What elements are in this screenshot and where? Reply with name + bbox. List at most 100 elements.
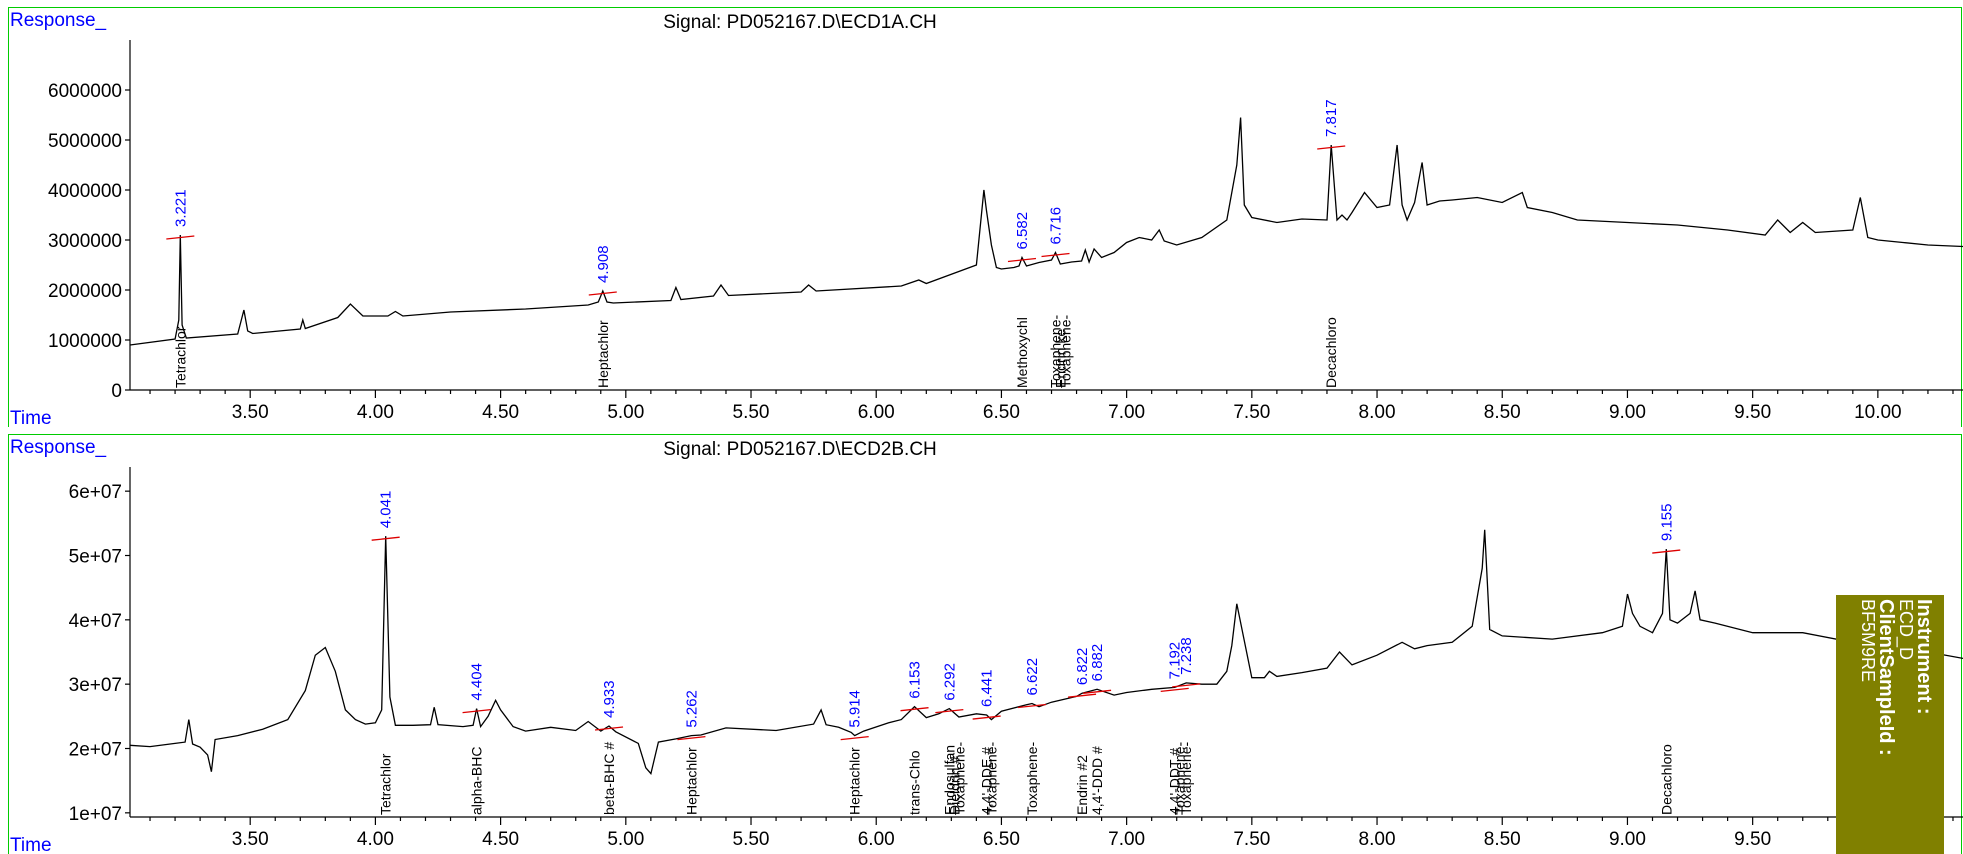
y-tick-label: 0 <box>111 381 122 402</box>
y-tick-label: 1000000 <box>48 331 122 352</box>
y-tick-label: 6e+07 <box>69 482 122 503</box>
instrument-label: Instrument : <box>1913 599 1935 715</box>
compound-label: Heptachlor <box>683 747 699 815</box>
retention-time-label: 6.582 <box>1014 212 1031 250</box>
panel-frame <box>8 7 1962 427</box>
retention-time-label: 6.292 <box>941 663 958 701</box>
x-tick-label: 7.50 <box>1233 829 1270 850</box>
integration-baseline <box>1083 689 1112 694</box>
compound-label: trans-Chlo <box>907 750 923 815</box>
x-tick-label: 10.00 <box>1854 402 1902 423</box>
retention-time-label: 7.238 <box>1178 637 1195 675</box>
compound-label: Toxaphene- <box>1048 314 1064 388</box>
chromatogram-svg: Signal: PD052167.D\ECD2B.CH Response_ Time… <box>8 434 1963 854</box>
x-tick-label: 3.50 <box>232 402 269 423</box>
x-tick-label: 9.00 <box>1609 829 1646 850</box>
x-tick-label: 4.50 <box>482 829 519 850</box>
x-tick-label: 7.50 <box>1233 402 1270 423</box>
retention-time-label: 5.914 <box>847 690 864 728</box>
retention-time-label: 6.622 <box>1024 658 1041 696</box>
x-tick-label: 6.00 <box>858 402 895 423</box>
y-axis-label: Response_ <box>10 437 107 458</box>
y-tick-label: 1e+07 <box>69 804 122 825</box>
compound-label: Tetrachlor <box>172 326 188 388</box>
x-tick-label: 4.00 <box>357 829 394 850</box>
chromatogram-panel-ecd1a: Signal: PD052167.D\ECD1A.CH Response_ Time… <box>8 7 1963 427</box>
x-tick-label: 5.50 <box>733 402 770 423</box>
chart-title: Signal: PD052167.D\ECD2B.CH <box>663 439 937 460</box>
integration-baseline <box>371 536 400 541</box>
integration-baseline <box>1067 693 1097 698</box>
retention-time-label: 7.192 <box>1167 642 1184 680</box>
compound-label: 4,4'-DDD # <box>1089 746 1105 815</box>
y-tick-label: 5e+07 <box>69 547 122 568</box>
compound-label: beta-BHC # <box>601 742 617 815</box>
x-tick-label: 7.00 <box>1108 402 1145 423</box>
x-tick-label: 4.50 <box>482 402 519 423</box>
x-tick-label: 9.50 <box>1734 402 1771 423</box>
signal-trace <box>129 117 1963 346</box>
integration-baseline <box>1007 257 1037 263</box>
integration-baseline <box>1317 145 1346 150</box>
x-tick-label: 9.00 <box>1609 402 1646 423</box>
integration-baseline <box>462 708 491 714</box>
compound-label: alpha-BHC <box>469 747 485 815</box>
integration-baseline <box>166 235 195 240</box>
chart-title: Signal: PD052167.D\ECD1A.CH <box>663 12 937 33</box>
compound-label: Decachloro <box>1658 744 1674 815</box>
y-axis-label: Response_ <box>10 10 107 31</box>
y-tick-label: 4000000 <box>48 181 122 202</box>
y-tick-label: 5000000 <box>48 131 122 152</box>
integration-baseline <box>1652 549 1681 554</box>
x-tick-label: 9.50 <box>1734 829 1771 850</box>
compound-label: Endrin #2 <box>1074 755 1090 815</box>
x-tick-label: 8.50 <box>1484 829 1521 850</box>
chromatogram-panel-ecd2b: Signal: PD052167.D\ECD2B.CH Response_ Time… <box>0 427 1963 854</box>
chromatogram-svg: Signal: PD052167.D\ECD1A.CH Response_ Time… <box>8 7 1963 427</box>
retention-time-label: 4.933 <box>601 680 618 718</box>
x-tick-label: 3.50 <box>232 829 269 850</box>
compound-label: Endrin ke <box>1053 329 1069 388</box>
compound-label: Toxaphene- <box>1178 741 1194 815</box>
compound-label: Methoxychl <box>1014 317 1030 388</box>
retention-time-label: 6.441 <box>979 669 996 707</box>
y-tick-label: 2000000 <box>48 281 122 302</box>
x-tick-label: 8.00 <box>1359 402 1396 423</box>
x-tick-label: 6.00 <box>858 829 895 850</box>
client-sample-value: BF5M9RE <box>1858 599 1878 682</box>
retention-time-label: 6.716 <box>1048 207 1065 245</box>
x-tick-label: 5.00 <box>607 829 644 850</box>
x-tick-label: 7.00 <box>1108 829 1145 850</box>
integration-baseline <box>1041 252 1070 258</box>
x-tick-label: 6.50 <box>983 402 1020 423</box>
x-tick-label: 4.00 <box>357 402 394 423</box>
signal-trace <box>129 529 1963 775</box>
integration-baseline <box>972 715 1001 720</box>
x-tick-label: 8.50 <box>1484 402 1521 423</box>
compound-label: Toxaphene- <box>1172 741 1188 815</box>
x-tick-label: 8.00 <box>1359 829 1396 850</box>
integration-baseline <box>677 735 706 741</box>
y-tick-label: 3e+07 <box>69 675 122 696</box>
sample-info-box: Instrument : ECD_D ClientSampleId : BF5M… <box>1836 595 1944 854</box>
compound-label: Toxaphene- <box>984 741 1000 815</box>
compound-label: Heptachlor <box>595 320 611 388</box>
integration-baseline <box>594 726 624 731</box>
y-tick-label: 6000000 <box>48 81 122 102</box>
compound-label: 4,4'-DDE # <box>979 747 995 815</box>
compound-label: Toxaphene- <box>1024 741 1040 815</box>
integration-baseline <box>900 707 929 712</box>
compound-label: Decachloro <box>1323 317 1339 388</box>
integration-baseline <box>1017 703 1047 709</box>
retention-time-label: 4.404 <box>469 663 486 701</box>
integration-baseline <box>1160 687 1189 693</box>
retention-time-label: 5.262 <box>683 690 700 728</box>
retention-time-label: 9.155 <box>1658 504 1675 542</box>
integration-baseline <box>1172 683 1201 688</box>
compound-label: Endosulfan <box>941 745 957 815</box>
retention-time-label: 7.817 <box>1323 99 1340 137</box>
integration-baseline <box>588 291 617 296</box>
compound-label: Dieldrin # <box>946 756 962 815</box>
x-tick-label: 5.50 <box>733 829 770 850</box>
client-sample-label: ClientSampleId : <box>1875 599 1897 756</box>
